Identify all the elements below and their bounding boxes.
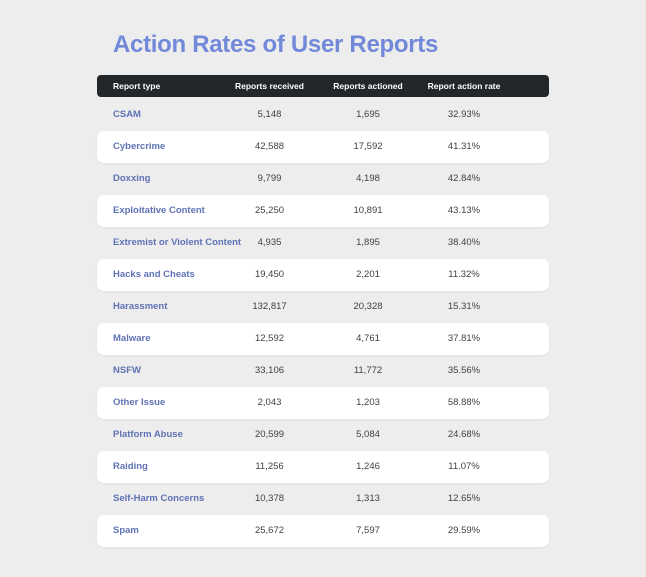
- report-type-cell: Cybercrime: [113, 141, 166, 152]
- report-action-rate-cell: 29.59%: [447, 525, 481, 536]
- reports-received-cell: 132,817: [252, 301, 287, 312]
- report-type-cell: NSFW: [113, 365, 141, 376]
- report-rates-table: Report type Reports received Reports act…: [97, 75, 549, 547]
- table-row: CSAM 5,148 1,695 32.93%: [97, 99, 549, 131]
- reports-received-cell: 11,256: [255, 461, 284, 472]
- report-action-rate-cell: 37.81%: [447, 333, 481, 344]
- report-type-cell: Other Issue: [113, 397, 166, 408]
- report-action-rate-cell: 41.31%: [447, 141, 481, 152]
- report-type-cell: CSAM: [113, 109, 141, 120]
- report-type-cell: Spam: [113, 525, 139, 536]
- report-action-rate-cell: 35.56%: [447, 365, 481, 376]
- report-action-rate-cell: 11.32%: [448, 269, 480, 280]
- reports-received-cell: 4,935: [257, 237, 282, 248]
- column-header-reports-received: Reports received: [235, 81, 304, 91]
- table-row: Exploitative Content 25,250 10,891 43.13…: [97, 195, 549, 227]
- reports-received-cell: 2,043: [257, 397, 282, 408]
- report-type-cell: Harassment: [113, 301, 168, 312]
- reports-received-cell: 9,799: [257, 173, 282, 184]
- report-type-cell: Platform Abuse: [113, 429, 183, 440]
- reports-actioned-cell: 11,772: [353, 365, 383, 376]
- table-row: NSFW 33,106 11,772 35.56%: [97, 355, 549, 387]
- reports-received-cell: 42,588: [254, 141, 285, 152]
- table-row: Spam 25,672 7,597 29.59%: [97, 515, 549, 547]
- table-row: Self-Harm Concerns 10,378 1,313 12.65%: [97, 483, 549, 515]
- reports-received-cell: 10,378: [254, 493, 285, 504]
- reports-received-cell: 33,106: [254, 365, 285, 376]
- report-type-cell: Exploitative Content: [113, 205, 205, 216]
- report-type-cell: Self-Harm Concerns: [113, 493, 205, 504]
- report-action-rate-cell: 24.68%: [447, 429, 481, 440]
- report-type-cell: Malware: [113, 333, 151, 344]
- reports-received-cell: 20,599: [254, 429, 285, 440]
- table-header: Report type Reports received Reports act…: [97, 75, 549, 97]
- column-header-reports-actioned: Reports actioned: [333, 81, 403, 91]
- report-action-rate-cell: 15.31%: [447, 301, 481, 312]
- reports-actioned-cell: 1,246: [356, 461, 380, 472]
- reports-received-cell: 12,592: [254, 333, 285, 344]
- table-row: Extremist or Violent Content 4,935 1,895…: [97, 227, 549, 259]
- report-action-rate-cell: 32.93%: [447, 109, 481, 120]
- table-row: Platform Abuse 20,599 5,084 24.68%: [97, 419, 549, 451]
- report-type-cell: Extremist or Violent Content: [113, 237, 242, 248]
- table-row: Hacks and Cheats 19,450 2,201 11.32%: [97, 259, 549, 291]
- table-row: Other Issue 2,043 1,203 58.88%: [97, 387, 549, 419]
- reports-actioned-cell: 20,328: [353, 301, 383, 312]
- reports-actioned-cell: 1,313: [356, 493, 380, 504]
- column-header-report-action-rate: Report action rate: [427, 81, 501, 91]
- reports-actioned-cell: 2,201: [356, 269, 380, 280]
- table-row: Harassment 132,817 20,328 15.31%: [97, 291, 549, 323]
- report-type-cell: Raiding: [113, 461, 148, 472]
- reports-received-cell: 19,450: [254, 269, 285, 280]
- reports-actioned-cell: 4,761: [356, 333, 380, 344]
- page-title: Action Rates of User Reports: [113, 31, 438, 58]
- report-action-rate-cell: 42.84%: [447, 173, 481, 184]
- reports-actioned-cell: 1,203: [356, 397, 380, 408]
- report-type-cell: Hacks and Cheats: [113, 269, 195, 280]
- reports-received-cell: 25,250: [254, 205, 285, 216]
- reports-received-cell: 5,148: [257, 109, 282, 120]
- table-row: Malware 12,592 4,761 37.81%: [97, 323, 549, 355]
- reports-actioned-cell: 5,084: [356, 429, 380, 440]
- table-row: Doxxing 9,799 4,198 42.84%: [97, 163, 549, 195]
- table-row: Raiding 11,256 1,246 11.07%: [97, 451, 549, 483]
- report-action-rate-cell: 38.40%: [447, 237, 481, 248]
- table-row: Cybercrime 42,588 17,592 41.31%: [97, 131, 549, 163]
- reports-received-cell: 25,672: [254, 525, 285, 536]
- column-header-report-type: Report type: [113, 81, 161, 91]
- reports-actioned-cell: 1,895: [356, 237, 380, 248]
- report-action-rate-cell: 11.07%: [448, 461, 480, 472]
- reports-actioned-cell: 17,592: [353, 141, 383, 152]
- report-type-cell: Doxxing: [113, 173, 151, 184]
- reports-actioned-cell: 7,597: [356, 525, 380, 536]
- report-action-rate-cell: 58.88%: [447, 397, 481, 408]
- reports-actioned-cell: 10,891: [353, 205, 383, 216]
- reports-actioned-cell: 1,695: [356, 109, 380, 120]
- reports-actioned-cell: 4,198: [356, 173, 380, 184]
- report-action-rate-cell: 43.13%: [447, 205, 481, 216]
- report-action-rate-cell: 12.65%: [447, 493, 481, 504]
